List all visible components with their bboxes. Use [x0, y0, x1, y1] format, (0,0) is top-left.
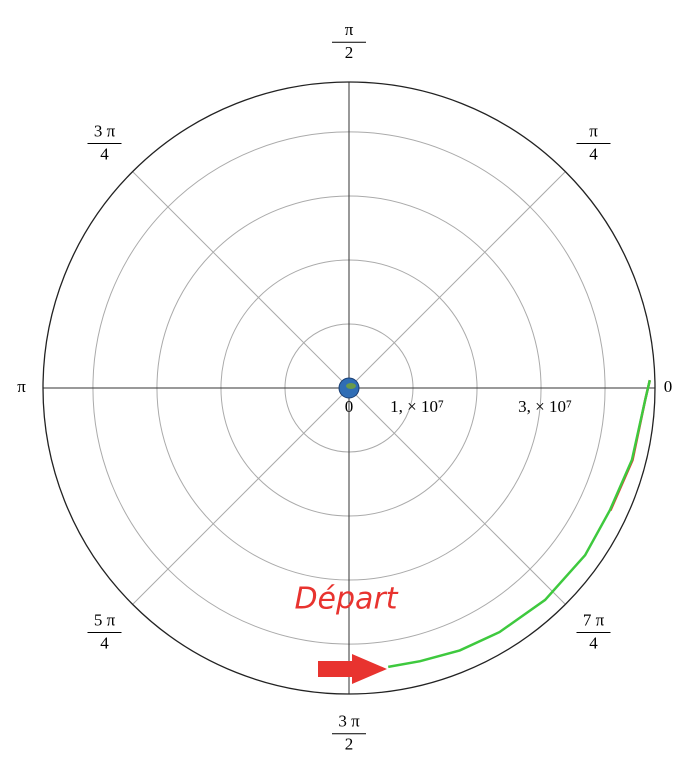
earth-land — [346, 383, 356, 389]
trajectory — [609, 379, 652, 512]
r-tick-label: 0 — [345, 397, 354, 416]
theta-tick-numerator: 7 π — [583, 610, 605, 629]
grid-spoke — [132, 387, 350, 605]
plot-area: 0 π 4 π 2 3 π 4 π 5 π 4 3 π 2 7 π 4 0 1, × 10⁷ 3, × 10⁷ — [17, 20, 672, 754]
grid-spoke — [348, 387, 566, 605]
theta-tick-denominator: 4 — [100, 633, 109, 652]
theta-tick-denominator: 4 — [589, 144, 598, 163]
theta-tick-label: 0 — [664, 377, 673, 396]
theta-tick-denominator: 2 — [345, 43, 354, 62]
theta-tick-numerator: π — [589, 121, 598, 140]
theta-tick-label: π — [17, 377, 26, 396]
r-tick-label: 1, × 10⁷ — [390, 397, 444, 416]
annotation: Départ — [294, 582, 398, 617]
r-tick-label: 3, × 10⁷ — [518, 397, 572, 416]
theta-tick-denominator: 2 — [345, 735, 354, 754]
theta-tick-numerator: π — [345, 20, 354, 39]
theta-tick-denominator: 4 — [589, 633, 598, 652]
outer-frame — [42, 81, 656, 695]
grid-spoke — [132, 171, 350, 389]
start-arrow — [318, 654, 387, 684]
theta-tick-numerator: 5 π — [94, 610, 116, 629]
theta-tick-numerator: 3 π — [94, 121, 116, 140]
trajectory — [387, 379, 652, 669]
grid-spoke — [348, 171, 566, 389]
theta-tick-denominator: 4 — [100, 144, 109, 163]
theta-tick-numerator: 3 π — [338, 712, 360, 731]
